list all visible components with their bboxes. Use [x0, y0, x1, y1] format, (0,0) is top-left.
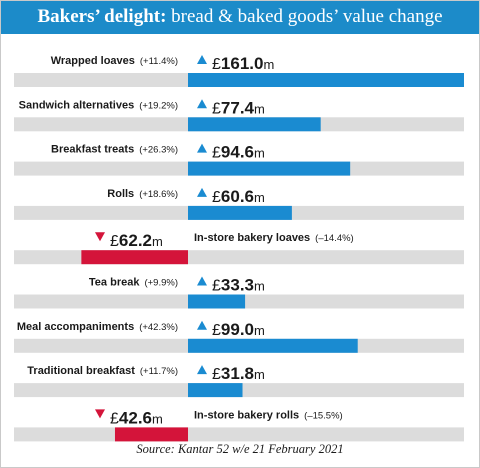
currency-tea-break: £ [212, 278, 221, 295]
value-rolls: 60.6 [221, 187, 254, 206]
value-tea-break: 33.3 [221, 276, 254, 295]
bar-in-store-bakery-loaves [81, 250, 188, 265]
value-label-traditional-breakfast: £31.8m [212, 364, 265, 383]
category-name-meal-accompaniments: Meal accompaniments [17, 321, 134, 333]
up-arrow-icon [197, 187, 207, 197]
unit-wrapped-loaves: m [263, 57, 274, 72]
change-breakfast-treats: (+26.3%) [139, 145, 178, 156]
change-tea-break: (+9.9%) [144, 278, 178, 289]
currency-meal-accompaniments: £ [212, 322, 221, 339]
bar-tea-break [188, 294, 246, 309]
category-name-in-store-bakery-rolls: In-store bakery rolls [194, 409, 299, 421]
category-name-in-store-bakery-loaves: In-store bakery loaves [194, 232, 310, 244]
value-label-breakfast-treats: £94.6m [212, 143, 265, 162]
category-name-rolls: Rolls [107, 188, 134, 200]
change-in-store-bakery-loaves: (–14.4%) [315, 233, 354, 244]
title-rest: bread & baked goods’ value change [171, 6, 443, 27]
source-note: Source: Kantar 52 w/e 21 February 2021 [136, 442, 344, 456]
category-name-wrapped-loaves: Wrapped loaves [51, 55, 135, 67]
bar-breakfast-treats [188, 161, 351, 176]
chart-title: Bakers’ delight: bread & baked goods’ va… [1, 1, 479, 34]
value-wrapped-loaves: 161.0 [221, 54, 264, 73]
title-bold: Bakers’ delight: [37, 6, 167, 27]
currency-rolls: £ [212, 189, 221, 206]
bar-wrapped-loaves [188, 73, 464, 87]
value-label-in-store-bakery-loaves: £62.2m [110, 231, 163, 250]
category-label-breakfast-treats: Breakfast treats (+26.3%) [51, 144, 178, 156]
track-in-store-bakery-rolls [14, 427, 464, 442]
unit-rolls: m [254, 190, 265, 205]
unit-meal-accompaniments: m [254, 323, 265, 338]
bar-sandwich-alternatives [188, 117, 321, 132]
value-breakfast-treats: 94.6 [221, 143, 254, 162]
category-label-in-store-bakery-loaves: In-store bakery loaves (–14.4%) [194, 232, 354, 244]
title-bar: Bakers’ delight: bread & baked goods’ va… [1, 1, 479, 34]
unit-traditional-breakfast: m [254, 367, 265, 382]
unit-breakfast-treats: m [254, 146, 265, 161]
category-name-tea-break: Tea break [89, 277, 140, 289]
value-sandwich-alternatives: 77.4 [221, 98, 255, 117]
down-arrow-icon [95, 409, 105, 419]
value-traditional-breakfast: 31.8 [221, 364, 254, 383]
currency-in-store-bakery-rolls: £ [110, 410, 119, 427]
currency-traditional-breakfast: £ [212, 366, 221, 383]
value-label-tea-break: £33.3m [212, 276, 265, 295]
category-name-traditional-breakfast: Traditional breakfast [27, 365, 135, 377]
category-label-in-store-bakery-rolls: In-store bakery rolls (–15.5%) [194, 409, 343, 421]
up-arrow-icon [197, 276, 207, 286]
category-name-sandwich-alternatives: Sandwich alternatives [19, 99, 135, 111]
bar-traditional-breakfast [188, 383, 243, 398]
category-label-rolls: Rolls (+18.6%) [107, 188, 178, 200]
category-label-meal-accompaniments: Meal accompaniments (+42.3%) [17, 321, 178, 333]
change-traditional-breakfast: (+11.7%) [140, 366, 178, 377]
up-arrow-icon [197, 55, 207, 64]
down-arrow-icon [95, 232, 105, 242]
value-meal-accompaniments: 99.0 [221, 320, 254, 339]
value-label-rolls: £60.6m [212, 187, 265, 206]
currency-breakfast-treats: £ [212, 145, 221, 162]
change-meal-accompaniments: (+42.3%) [139, 322, 178, 333]
up-arrow-icon [197, 365, 207, 375]
up-arrow-icon [197, 143, 207, 153]
currency-wrapped-loaves: £ [212, 56, 221, 73]
change-wrapped-loaves: (+11.4%) [140, 56, 178, 67]
value-label-meal-accompaniments: £99.0m [212, 320, 265, 339]
value-in-store-bakery-loaves: 62.2 [119, 231, 152, 250]
value-label-wrapped-loaves: £161.0m [212, 54, 274, 73]
value-in-store-bakery-rolls: 42.6 [119, 408, 152, 427]
up-arrow-icon [197, 320, 207, 330]
change-in-store-bakery-rolls: (–15.5%) [304, 410, 343, 421]
change-sandwich-alternatives: (+19.2%) [139, 100, 178, 111]
value-label-in-store-bakery-rolls: £42.6m [110, 408, 163, 427]
change-rolls: (+18.6%) [139, 189, 178, 200]
currency-in-store-bakery-loaves: £ [110, 233, 119, 250]
category-name-breakfast-treats: Breakfast treats [51, 144, 134, 156]
bar-meal-accompaniments [188, 338, 358, 353]
bar-in-store-bakery-rolls [114, 427, 188, 442]
category-label-tea-break: Tea break (+9.9%) [89, 277, 178, 289]
unit-tea-break: m [254, 279, 265, 294]
up-arrow-icon [197, 99, 207, 109]
category-label-sandwich-alternatives: Sandwich alternatives (+19.2%) [19, 99, 178, 111]
currency-sandwich-alternatives: £ [212, 100, 221, 117]
category-label-traditional-breakfast: Traditional breakfast (+11.7%) [27, 365, 178, 377]
unit-sandwich-alternatives: m [254, 101, 265, 116]
category-label-wrapped-loaves: Wrapped loaves (+11.4%) [51, 55, 178, 67]
unit-in-store-bakery-rolls: m [152, 411, 163, 426]
bar-rolls [188, 205, 292, 220]
unit-in-store-bakery-loaves: m [152, 234, 163, 249]
value-label-sandwich-alternatives: £77.4m [212, 98, 265, 117]
